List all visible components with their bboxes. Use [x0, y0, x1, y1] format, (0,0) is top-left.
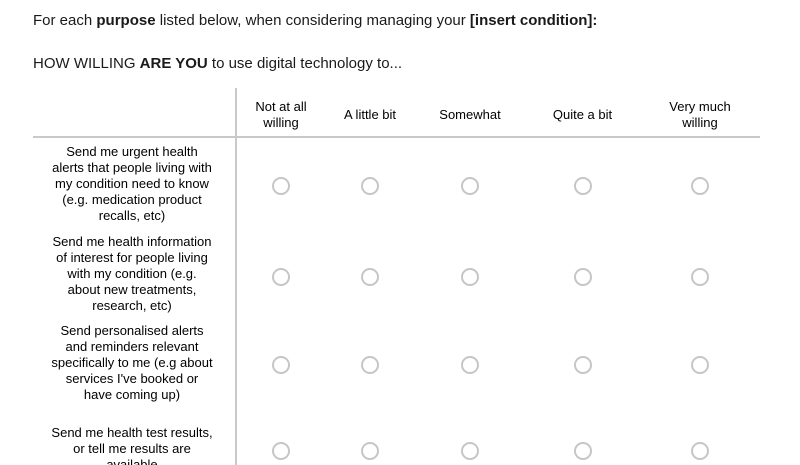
cell-r3-c3 [415, 319, 525, 406]
column-header-quite-a-bit: Quite a bit [525, 88, 640, 138]
header-spacer [33, 88, 235, 138]
column-header-label: Somewhat [439, 106, 501, 122]
column-header-very-much-willing: Very much willing [640, 88, 760, 138]
cell-r4-c5 [640, 406, 760, 465]
radio-r4-c5[interactable] [691, 442, 709, 460]
cell-r3-c2 [325, 319, 415, 406]
cell-r2-c4 [525, 229, 640, 319]
row-label-health-information: Send me health information of interest f… [52, 234, 212, 313]
radio-r2-c2[interactable] [361, 267, 379, 286]
cell-r2-c1 [235, 229, 325, 319]
column-header-label: A little bit [343, 106, 397, 122]
column-header-somewhat: Somewhat [415, 88, 525, 138]
cell-r4-c2 [325, 406, 415, 465]
radio-r4-c3[interactable] [461, 442, 479, 460]
radio-r2-c1[interactable] [272, 267, 290, 286]
intro-line1-bold-purpose: purpose [96, 12, 156, 29]
intro-line-1: For each purpose listed below, when cons… [33, 12, 800, 30]
radio-r1-c5[interactable] [691, 177, 709, 195]
radio-r1-c3[interactable] [461, 177, 479, 195]
intro-line2-bold-are-you: ARE YOU [139, 55, 208, 72]
cell-r4-c3 [415, 406, 525, 465]
row-label-urgent-alerts: Send me urgent health alerts that people… [52, 143, 212, 223]
radio-r2-c4[interactable] [573, 267, 592, 286]
cell-r1-c4 [525, 138, 640, 229]
cell-r1-c2 [325, 138, 415, 229]
radio-r3-c1[interactable] [272, 356, 290, 374]
intro-line2-part1: HOW WILLING [33, 55, 140, 72]
radio-r4-c4[interactable] [573, 442, 592, 460]
cell-r2-c2 [325, 229, 415, 319]
radio-r3-c2[interactable] [361, 356, 379, 374]
radio-r3-c3[interactable] [461, 356, 479, 374]
radio-r3-c4[interactable] [573, 356, 592, 374]
intro-line1-part1: For each [33, 12, 97, 29]
column-header-label: Not at all willing [255, 98, 307, 130]
cell-r2-c3 [415, 229, 525, 319]
cell-r1-c5 [640, 138, 760, 229]
radio-r2-c5[interactable] [691, 267, 709, 286]
radio-r3-c5[interactable] [691, 356, 709, 374]
radio-r2-c3[interactable] [461, 267, 479, 286]
cell-r1-c1 [235, 138, 325, 229]
radio-r4-c1[interactable] [272, 442, 290, 460]
radio-r1-c4[interactable] [573, 177, 592, 195]
radio-r1-c2[interactable] [361, 177, 379, 195]
row-label-personalised-alerts: Send personalised alerts and reminders r… [51, 322, 213, 402]
column-header-label: Quite a bit [552, 106, 613, 122]
column-header-a-little-bit: A little bit [325, 88, 415, 138]
intro-line1-colon: : [592, 12, 598, 29]
intro-line-2: HOW WILLING ARE YOU to use digital techn… [33, 55, 800, 73]
cell-r1-c3 [415, 138, 525, 229]
cell-r4-c4 [525, 406, 640, 465]
cell-r3-c1 [235, 319, 325, 406]
column-header-not-at-all-willing: Not at all willing [235, 88, 325, 138]
column-header-label: Very much willing [669, 98, 731, 130]
intro-line2-part2: to use digital technology to... [207, 55, 403, 72]
intro-line1-part2: listed below, when considering managing … [155, 12, 470, 29]
willingness-matrix: Not at all willing A little bit Somewhat… [33, 88, 760, 465]
row-label-test-results: Send me health test results, or tell me … [51, 424, 213, 465]
intro-line1-bold-condition: [insert condition] [469, 12, 593, 29]
radio-r4-c2[interactable] [361, 442, 379, 460]
cell-r2-c5 [640, 229, 760, 319]
cell-r3-c4 [525, 319, 640, 406]
cell-r4-c1 [235, 406, 325, 465]
radio-r1-c1[interactable] [272, 177, 290, 195]
cell-r3-c5 [640, 319, 760, 406]
